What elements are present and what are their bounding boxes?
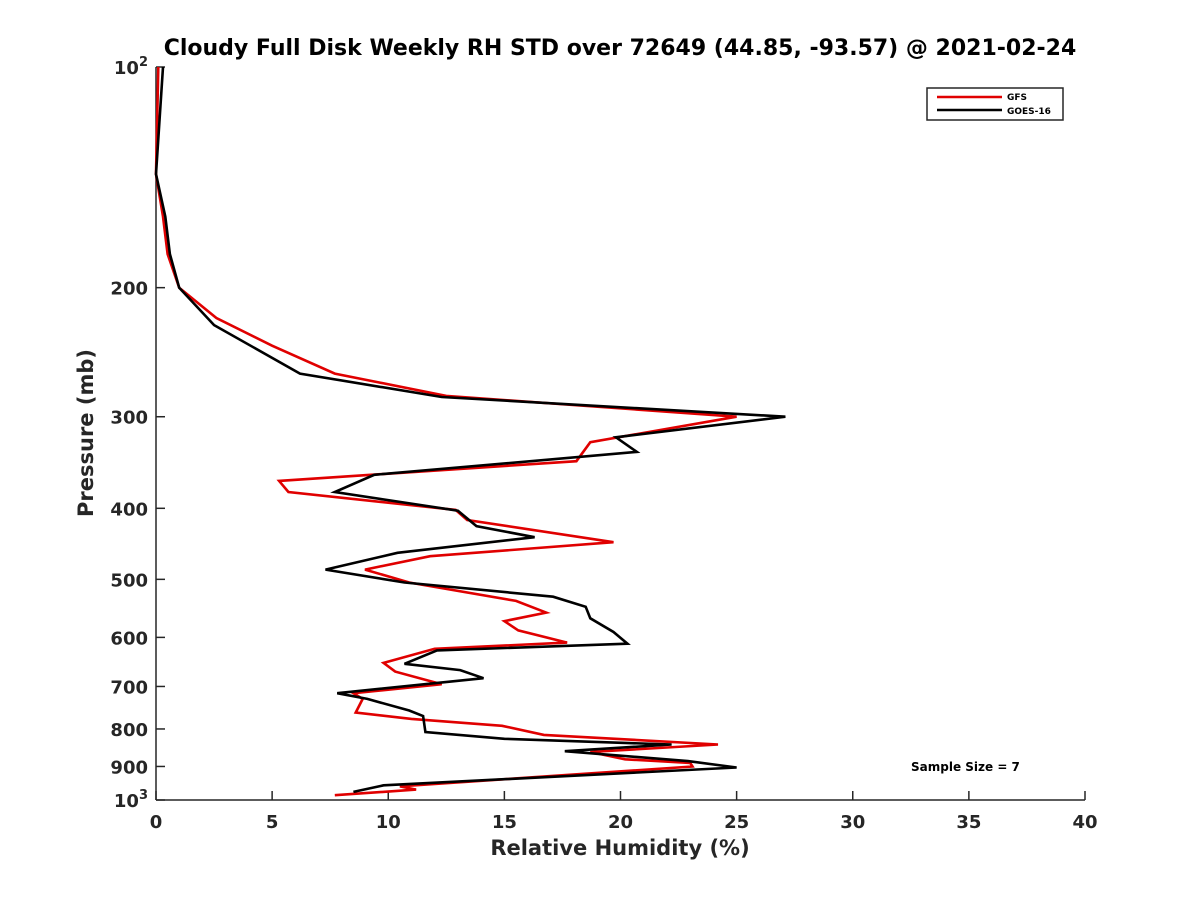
y-tick-label: 300: [110, 408, 148, 429]
x-tick-label: 20: [608, 812, 633, 833]
y-tick-label: 102: [114, 55, 148, 79]
y-tick-label: 600: [110, 628, 148, 649]
legend-label-goes-16: GOES-16: [1007, 107, 1051, 117]
legend-box: [926, 87, 1064, 121]
y-tick-label: 700: [110, 677, 148, 698]
y-tick-label: 500: [110, 570, 148, 591]
x-tick-label: 5: [266, 812, 279, 833]
x-tick-label: 25: [724, 812, 749, 833]
x-tick-label: 30: [840, 812, 865, 833]
series-line-goes-16: [154, 66, 786, 794]
series-line-gfs: [154, 66, 737, 797]
plot-lines: [154, 66, 786, 797]
x-tick-label: 35: [956, 812, 981, 833]
x-tick-label: 15: [492, 812, 517, 833]
x-tick-label: 10: [376, 812, 401, 833]
y-tick-label: 800: [110, 720, 148, 741]
x-tick-label: 0: [150, 812, 163, 833]
y-ticks: 102 200 300 400 500 600 700 800 900 103: [110, 55, 165, 812]
y-tick-label: 200: [110, 279, 148, 300]
x-axis-label: Relative Humidity (%): [490, 836, 749, 860]
legend-label-gfs: GFS: [1007, 93, 1027, 103]
sample-size-annotation: Sample Size = 7: [911, 760, 1020, 774]
legend: GFS GOES-16: [926, 87, 1064, 121]
x-tick-label: 40: [1072, 812, 1097, 833]
y-axis-label: Pressure (mb): [74, 349, 98, 517]
y-tick-label: 400: [110, 499, 148, 520]
y-tick-label: 103: [114, 788, 148, 812]
y-tick-label: 900: [110, 757, 148, 778]
x-ticks: 0 5 10 15 20 25 30 35 40: [150, 791, 1098, 833]
chart-title: Cloudy Full Disk Weekly RH STD over 7264…: [164, 36, 1077, 61]
